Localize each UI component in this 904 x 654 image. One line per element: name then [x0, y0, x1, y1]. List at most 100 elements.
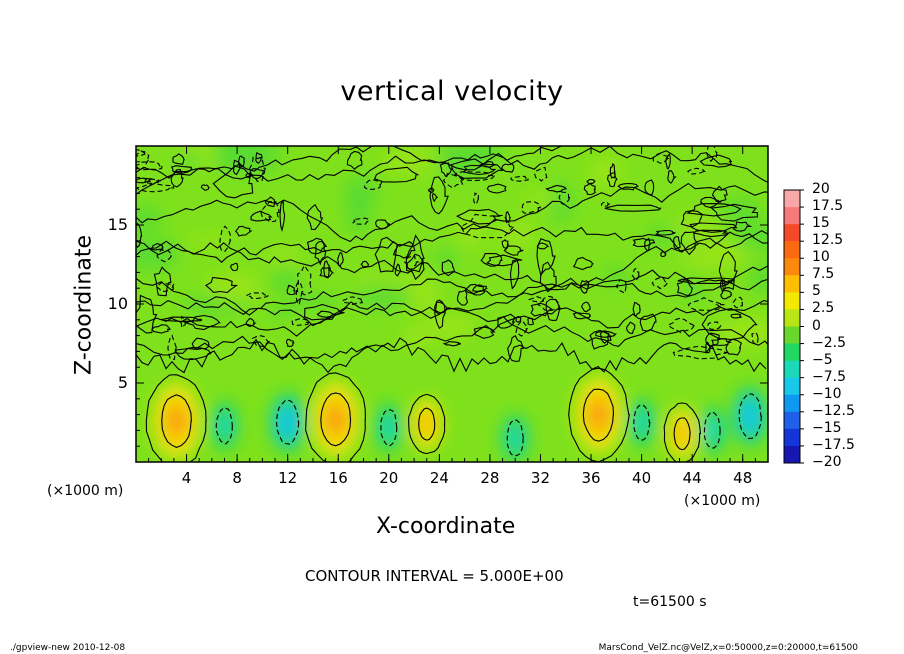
zero-contour — [136, 301, 768, 348]
positive-contour — [720, 289, 733, 300]
positive-contour — [136, 222, 143, 248]
positive-contour — [462, 164, 497, 176]
negative-contour — [136, 149, 146, 157]
negative-contour — [363, 179, 383, 190]
positive-contour — [732, 221, 753, 232]
negative-contour — [521, 201, 542, 214]
field-patch — [602, 267, 630, 286]
colorbar-segment — [784, 428, 800, 447]
positive-contour — [663, 402, 702, 462]
colorbar-label: 12.5 — [812, 232, 844, 249]
positive-contour — [408, 393, 446, 455]
negative-contour — [167, 334, 178, 361]
positive-contour — [507, 335, 525, 362]
negative-contour — [707, 321, 722, 330]
colorbar-label: −7.5 — [812, 368, 846, 385]
x-tick-label: 8 — [232, 469, 242, 487]
negative-contour — [136, 183, 175, 193]
colorbar-segment — [784, 411, 800, 430]
x-tick-label: 28 — [480, 469, 500, 487]
positive-contour — [255, 151, 263, 164]
colorbar-segment — [784, 343, 800, 362]
updraft-peak — [328, 407, 343, 432]
positive-contour — [405, 253, 424, 273]
positive-contour — [711, 185, 728, 203]
positive-contour — [505, 211, 511, 224]
y-axis-label: Z-coordinate — [71, 235, 97, 375]
colorbar-label: 15 — [812, 215, 830, 232]
positive-contour — [174, 347, 212, 361]
negative-contour — [631, 267, 640, 282]
positive-contour — [150, 243, 164, 251]
negative-contour — [527, 296, 545, 303]
positive-contour — [705, 341, 711, 354]
positive-contour — [394, 263, 402, 277]
positive-contour — [677, 277, 735, 285]
field-patch — [520, 192, 559, 207]
colorbar-label: 7.5 — [812, 266, 835, 283]
positive-contour — [680, 210, 703, 228]
positive-contour — [718, 250, 738, 290]
negative-contour — [380, 409, 398, 447]
colorbar-segment — [784, 258, 800, 276]
positive-contour — [609, 163, 616, 179]
positive-contour — [464, 283, 486, 296]
positive-contour — [625, 321, 636, 334]
x-tick-label: 36 — [581, 469, 601, 487]
positive-contour — [314, 240, 327, 266]
positive-contour — [705, 332, 720, 347]
zero-contour — [136, 226, 768, 263]
zero-contour — [136, 146, 768, 195]
colorbar-segment — [784, 224, 800, 242]
downdraft-core — [216, 411, 233, 440]
field-patch — [402, 274, 440, 313]
colorbar-segment — [784, 309, 800, 327]
positive-contour — [405, 234, 425, 281]
positive-contour — [639, 313, 657, 332]
positive-contour — [305, 372, 366, 462]
negative-contour — [291, 317, 310, 327]
colorbar-segment — [784, 275, 800, 293]
colorbar-segment — [784, 207, 800, 225]
positive-contour — [545, 184, 568, 193]
negative-contour — [686, 167, 706, 175]
field-patch — [136, 235, 181, 272]
positive-contour — [442, 341, 462, 347]
negative-contour — [249, 156, 266, 183]
negative-contour — [295, 281, 304, 306]
positive-contour — [320, 392, 352, 447]
negative-contour — [143, 178, 162, 184]
positive-contour — [685, 203, 742, 217]
positive-contour — [323, 260, 330, 279]
y-tick-label: 5 — [117, 373, 128, 392]
plot-area — [136, 146, 768, 462]
y-tick-label: 10 — [107, 294, 128, 313]
x-unit-right: (×1000 m) — [684, 493, 761, 509]
x-tick-label: 4 — [181, 469, 192, 487]
negative-contour — [442, 173, 464, 189]
negative-contour — [473, 192, 480, 206]
colorbar — [783, 189, 804, 464]
positive-contour — [654, 229, 676, 236]
negative-contour — [260, 201, 280, 223]
positive-contour — [286, 284, 296, 296]
colorbar-segment — [784, 241, 800, 259]
positive-contour — [439, 162, 453, 178]
updraft-core — [673, 419, 692, 448]
colorbar-segment — [784, 190, 800, 208]
positive-contour — [583, 182, 596, 196]
negative-contour — [651, 277, 669, 290]
positive-contour — [693, 229, 729, 238]
negative-contour — [666, 317, 696, 334]
positive-contour — [586, 178, 596, 185]
x-tick-label: 16 — [328, 469, 348, 487]
updraft-peak — [169, 408, 184, 433]
field-patch — [402, 325, 432, 350]
positive-contour — [572, 256, 595, 271]
updraft-core — [417, 410, 436, 439]
field-patch — [716, 314, 768, 348]
positive-contour — [456, 289, 469, 306]
positive-contour — [700, 196, 722, 208]
field-patch — [748, 262, 768, 294]
